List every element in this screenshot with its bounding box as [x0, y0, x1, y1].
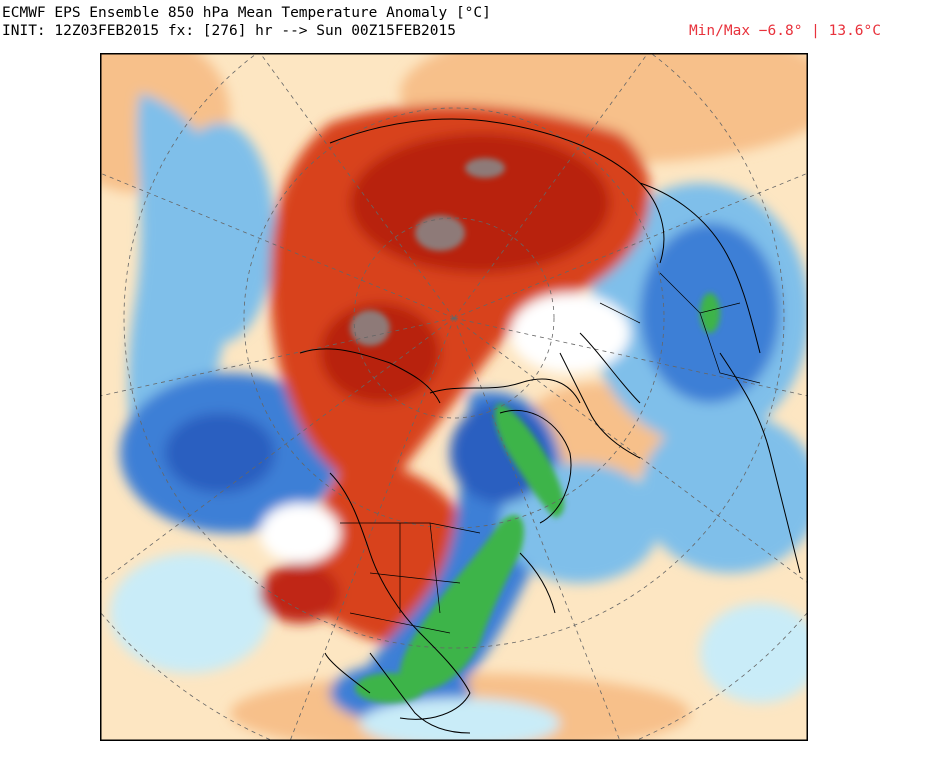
cold-region-west-pacific [165, 123, 275, 343]
init-forecast-line: INIT: 12Z03FEB2015 fx: [276] hr --> Sun … [2, 23, 456, 39]
min-max-readout: Min/Max −6.8° | 13.6°C [688, 23, 881, 39]
extreme-cold-region-hudson [494, 403, 565, 518]
cold-region-far-east [700, 603, 808, 703]
neutral-region-pacific [260, 503, 340, 563]
extreme-warm-region-arctic [415, 215, 465, 251]
extreme-cold-region-gulf-coast [355, 673, 425, 703]
coastline-europe [559, 352, 641, 459]
coastlines [299, 118, 801, 734]
cold-region-east-pacific [110, 553, 270, 673]
coastline-eurasia [329, 118, 761, 404]
cold-region-east-asia [640, 413, 808, 573]
coastline-alaska [299, 348, 441, 404]
meridian-lines [100, 53, 808, 741]
neutral-region-europe [510, 293, 630, 373]
cold-region-caribbean [360, 698, 560, 741]
map-frame [100, 53, 808, 741]
coastline-north-america [324, 378, 581, 720]
extreme-cold-region-siberia [700, 293, 720, 333]
coastline-east-asia [719, 352, 801, 574]
coastline-mexico [369, 652, 471, 734]
cold-core-north-pacific [165, 413, 275, 493]
warm-core-west-coast [260, 563, 340, 623]
extreme-warm-region-siberia [465, 158, 505, 178]
temperature-anomaly-map [100, 53, 808, 741]
warm-core-arctic [350, 133, 610, 273]
extreme-warm-region-alaska [350, 310, 390, 346]
coastline-greenland [499, 409, 572, 524]
map-title: ECMWF EPS Ensemble 850 hPa Mean Temperat… [2, 5, 491, 21]
political-boundaries [340, 272, 761, 634]
extreme-cold-region-east-us [399, 514, 524, 693]
